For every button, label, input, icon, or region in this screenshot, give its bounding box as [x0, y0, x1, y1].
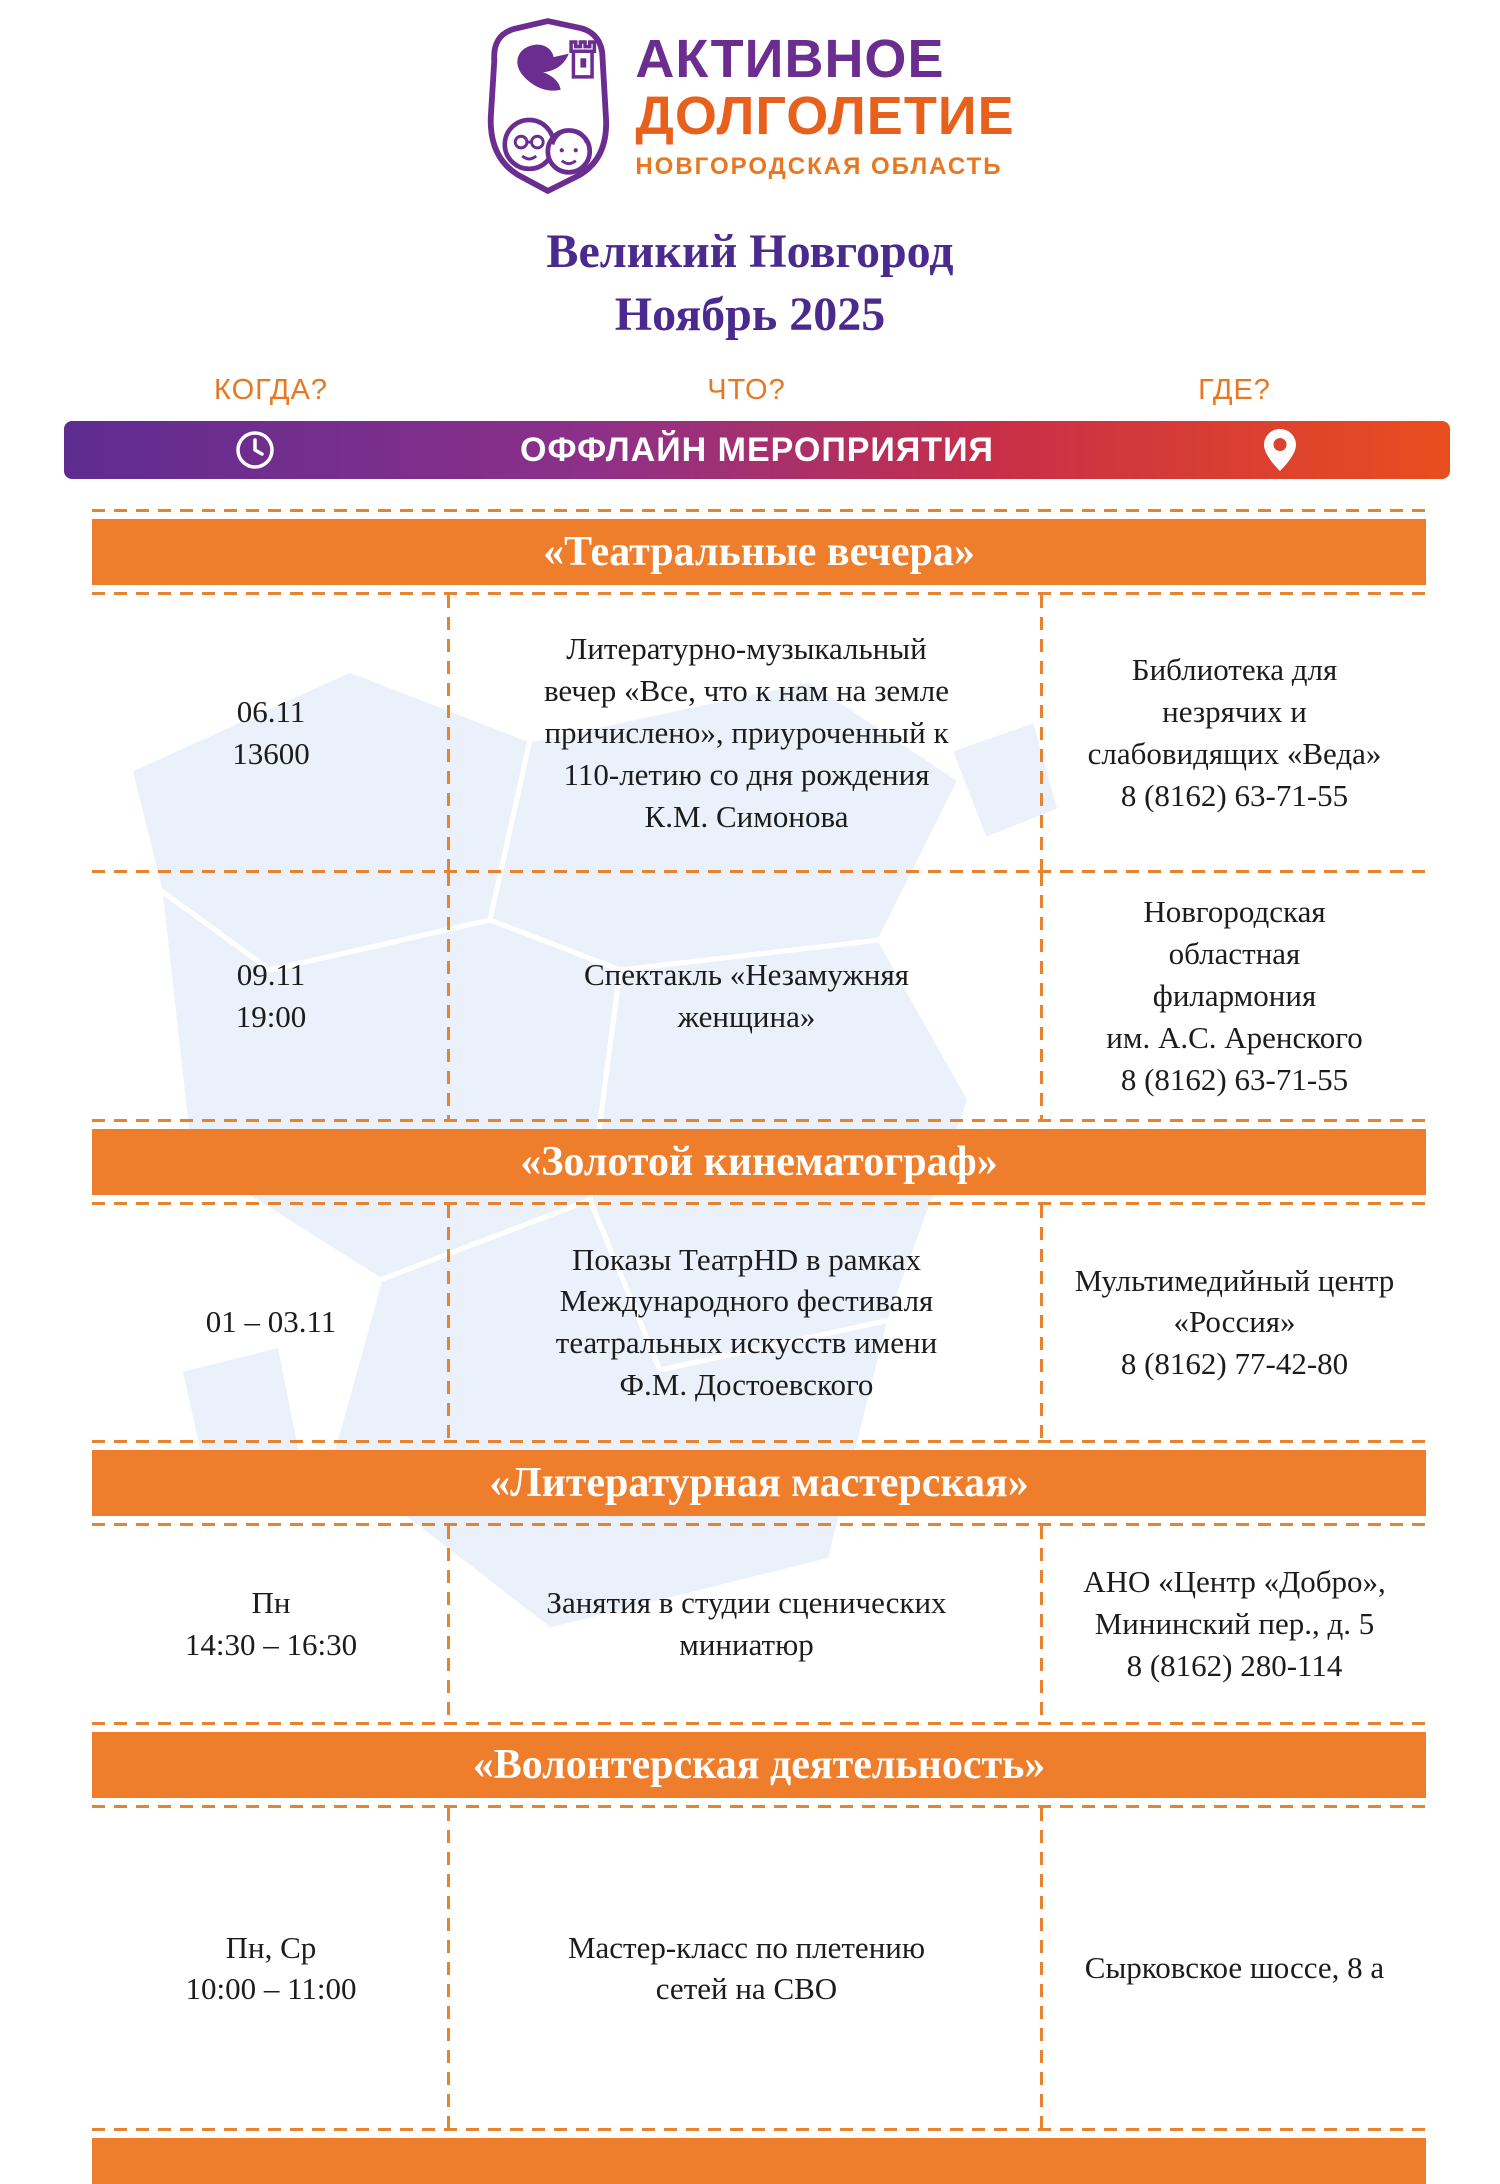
cell-where: Новгородская областная филармония им. А.…: [1106, 894, 1363, 1097]
cell-when: Пн, Ср 10:00 – 11:00: [92, 1808, 450, 2129]
section-title: «Литературная мастерская»: [92, 1449, 1426, 1517]
table-row: 01 – 03.11 Показы ТеатрHD в рамках Между…: [92, 1204, 1426, 1440]
cell-where: Библиотека для незрячих и слабовидящих «…: [1087, 652, 1382, 813]
table-row: Пн, Ср 10:00 – 11:00 Мастер-класс по пле…: [92, 1808, 1426, 2129]
dashed-divider: [92, 870, 1426, 874]
dashed-divider: [92, 1805, 1426, 1809]
section-title: «Театральные вечера»: [92, 519, 1426, 586]
cell-when: 09.11 19:00: [92, 873, 450, 1119]
column-header-what: ЧТО?: [707, 374, 786, 406]
table-row: 09.11 19:00 Спектакль «Незамужняя женщин…: [92, 873, 1426, 1119]
cell-what: Мастер-класс по плетению сетей на СВО: [450, 1808, 1043, 2129]
cell-where: Сырковское шоссе, 8 а: [1084, 1950, 1385, 1986]
dashed-divider: [92, 1118, 1426, 1122]
section-header-partial: [92, 2128, 1426, 2184]
cell-where: АНО «Центр «Добро», Мининский пер., д. 5…: [1083, 1564, 1386, 1684]
cell-when: Пн 14:30 – 16:30: [92, 1526, 450, 1723]
dashed-divider: [92, 1722, 1426, 1726]
section-title: «Волонтерская деятельность»: [92, 1732, 1426, 1799]
dove-icon: [517, 44, 570, 91]
section-header-cinema: «Золотой кинематограф»: [92, 1118, 1426, 1205]
logo-title-line1: АКТИВНОЕ: [635, 29, 945, 90]
logo-title-line2: ДОЛГОЛЕТИЕ: [635, 86, 1015, 146]
clock-icon: [236, 431, 274, 469]
cell-what: Занятия в студии сценических миниатюр: [450, 1526, 1043, 1723]
cell-what: Спектакль «Незамужняя женщина»: [450, 873, 1043, 1119]
offline-events-banner: ОФФЛАЙН МЕРОПРИЯТИЯ: [64, 421, 1450, 479]
location-pin-icon: [1264, 429, 1296, 471]
table-row: Пн 14:30 – 16:30 Занятия в студии сценич…: [92, 1526, 1426, 1723]
column-headers: КОГДА? ЧТО? ГДЕ?: [92, 374, 1426, 407]
dashed-divider: [92, 592, 1426, 596]
banner-label: ОФФЛАЙН МЕРОПРИЯТИЯ: [520, 430, 994, 469]
cell-when: 01 – 03.11: [92, 1204, 450, 1440]
cell-what: Показы ТеатрHD в рамках Международного ф…: [450, 1204, 1043, 1440]
dashed-divider: [92, 509, 1426, 512]
logo-subtitle: НОВГОРОДСКАЯ ОБЛАСТЬ: [635, 152, 1003, 180]
section-header-literary: «Литературная мастерская»: [92, 1439, 1426, 1527]
section-header-theatre: «Театральные вечера»: [92, 509, 1426, 596]
page-title-city: Великий Новгород: [546, 225, 954, 278]
section-bar-partial: [92, 2138, 1426, 2184]
table-row: 06.11 13600 Литературно-музыкальный вече…: [92, 595, 1426, 871]
dashed-divider: [92, 1201, 1426, 1205]
logo: АКТИВНОЕ ДОЛГОЛЕТИЕ НОВГОРОДСКАЯ ОБЛАСТЬ: [0, 0, 1500, 198]
cell-where: Мультимедийный центр «Россия» 8 (8162) 7…: [1074, 1262, 1395, 1382]
section-title: «Золотой кинематограф»: [92, 1128, 1426, 1195]
cell-when: 06.11 13600: [92, 595, 450, 871]
column-header-when: КОГДА?: [214, 374, 328, 406]
tower-icon: [569, 40, 597, 79]
cell-what: Литературно-музыкальный вечер «Все, что …: [450, 595, 1043, 871]
logo-emblem: [488, 18, 610, 194]
dashed-divider: [92, 1523, 1426, 1527]
dashed-divider: [92, 1439, 1426, 1443]
elderly-couple-icon: [502, 117, 593, 175]
page-title-month: Ноябрь 2025: [614, 288, 886, 341]
dashed-divider: [92, 2128, 1426, 2132]
events-table: «Театральные вечера» 06.11 13600 Литерат…: [92, 509, 1426, 2184]
section-header-volunteer: «Волонтерская деятельность»: [92, 1722, 1426, 1809]
column-header-where: ГДЕ?: [1198, 374, 1271, 406]
